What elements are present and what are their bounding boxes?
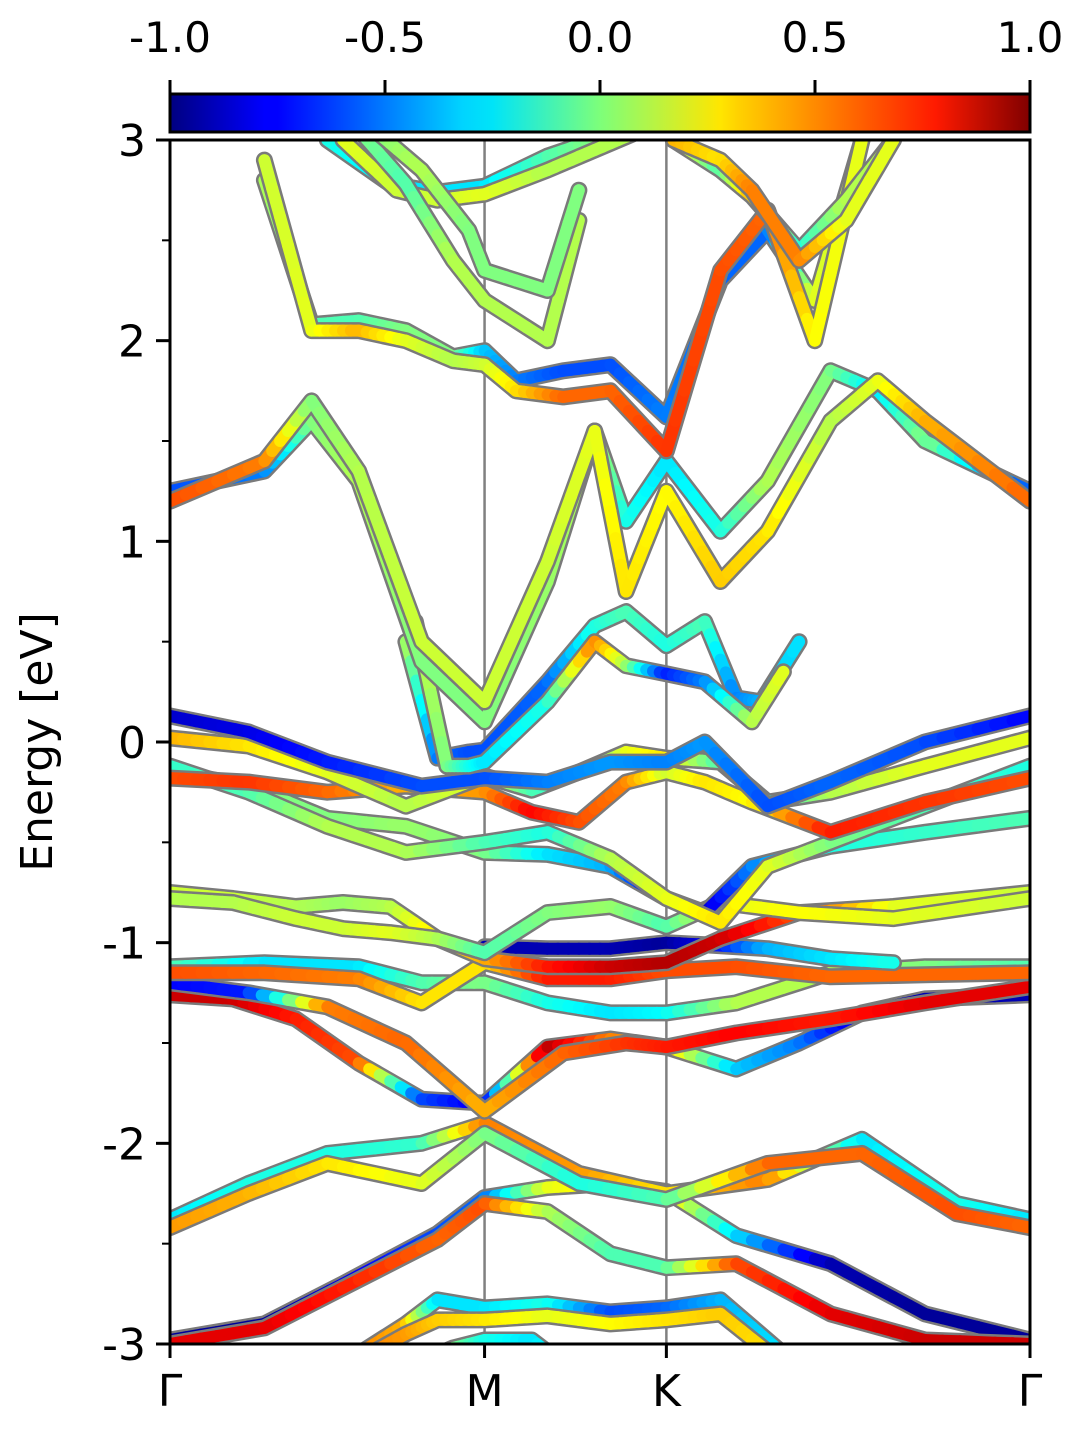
colorbar-tick-label: 1.0 <box>997 13 1064 62</box>
band-segment <box>1011 1219 1030 1234</box>
band-segment <box>414 1361 422 1364</box>
band-20 <box>170 372 1030 711</box>
x-tick-label: Γ <box>158 1366 183 1417</box>
y-tick-label: -2 <box>102 1119 146 1170</box>
band-18 <box>406 613 792 775</box>
band-6 <box>170 974 1030 1120</box>
band-segment <box>312 80 322 88</box>
band-segment <box>1006 760 1030 779</box>
band-segment <box>1006 732 1030 749</box>
band-segment <box>452 1339 470 1344</box>
y-tick-label: 3 <box>118 116 146 167</box>
band-28 <box>312 80 588 299</box>
band-segment <box>1006 980 1030 996</box>
band-segment <box>786 635 806 658</box>
band-segment <box>879 140 900 160</box>
band-segment <box>375 1341 388 1344</box>
band-segment <box>567 214 585 247</box>
x-tick-label: Γ <box>1018 1366 1043 1417</box>
y-tick-label: 0 <box>118 718 146 769</box>
band-segment <box>567 184 585 213</box>
band-segment <box>447 1342 458 1344</box>
band-segment <box>363 1343 370 1344</box>
band-segment <box>773 1356 784 1364</box>
band-segment <box>430 1355 438 1358</box>
colorbar: -1.0 -0.5 0.0 0.5 1.0 <box>129 13 1063 134</box>
x-tick-label: K <box>652 1366 682 1417</box>
band-segment <box>757 1341 768 1344</box>
band-segment <box>359 1356 367 1360</box>
band-2 <box>170 1195 1030 1344</box>
band-segment <box>553 1356 558 1360</box>
band-segment <box>1006 812 1030 827</box>
band-segment <box>558 1360 563 1364</box>
band-14 <box>170 763 1030 841</box>
band-segment <box>448 1340 464 1344</box>
y-tick-label: -3 <box>102 1320 146 1371</box>
plot-area: 3 2 1 0 -1 -2 -3 Γ M K Γ <box>102 80 1043 1417</box>
band-segment <box>1001 892 1030 908</box>
band-segment <box>772 665 790 687</box>
band-22 <box>255 140 871 460</box>
band-segment <box>1006 481 1030 508</box>
band-26 <box>664 140 902 269</box>
bands <box>170 80 1030 1368</box>
band-segment <box>296 80 307 88</box>
band-segment <box>437 1351 445 1354</box>
band-segment <box>767 1339 781 1344</box>
band-segment <box>367 1351 375 1355</box>
colorbar-ticks: -1.0 -0.5 0.0 0.5 1.0 <box>129 13 1063 94</box>
band-27 <box>296 80 588 350</box>
band-segment <box>1006 772 1030 789</box>
colorbar-tick-label: -1.0 <box>129 13 211 62</box>
x-tick-label: M <box>466 1366 504 1417</box>
y-axis-ticks: 3 2 1 0 -1 -2 -3 <box>102 116 170 1371</box>
band-segment <box>597 140 611 143</box>
colorbar-tick-label: 0.0 <box>567 13 634 62</box>
colorbar-gradient <box>168 92 1032 134</box>
band-4 <box>170 1124 1030 1237</box>
band-16 <box>170 707 1030 815</box>
colorbar-tick-label: -0.5 <box>344 13 426 62</box>
band-segment <box>406 1365 414 1368</box>
y-tick-label: 2 <box>118 317 146 368</box>
band-11 <box>170 890 1030 962</box>
band-31 <box>359 1305 784 1364</box>
y-axis-label: Energy [eV] <box>12 612 63 872</box>
y-tick-label: -1 <box>102 919 146 970</box>
plot-background <box>170 140 1030 1344</box>
band-segment <box>422 1358 430 1361</box>
band-segment <box>848 140 868 180</box>
colorbar-tick-label: 0.5 <box>782 13 849 62</box>
band-segment <box>621 140 634 143</box>
band-9 <box>476 934 902 972</box>
y-tick-label: 1 <box>118 517 146 568</box>
band-segment <box>548 1352 553 1356</box>
band-segment <box>537 1342 547 1344</box>
band-segment <box>877 956 900 969</box>
band-30 <box>358 1291 785 1344</box>
band-segment <box>1006 709 1030 727</box>
